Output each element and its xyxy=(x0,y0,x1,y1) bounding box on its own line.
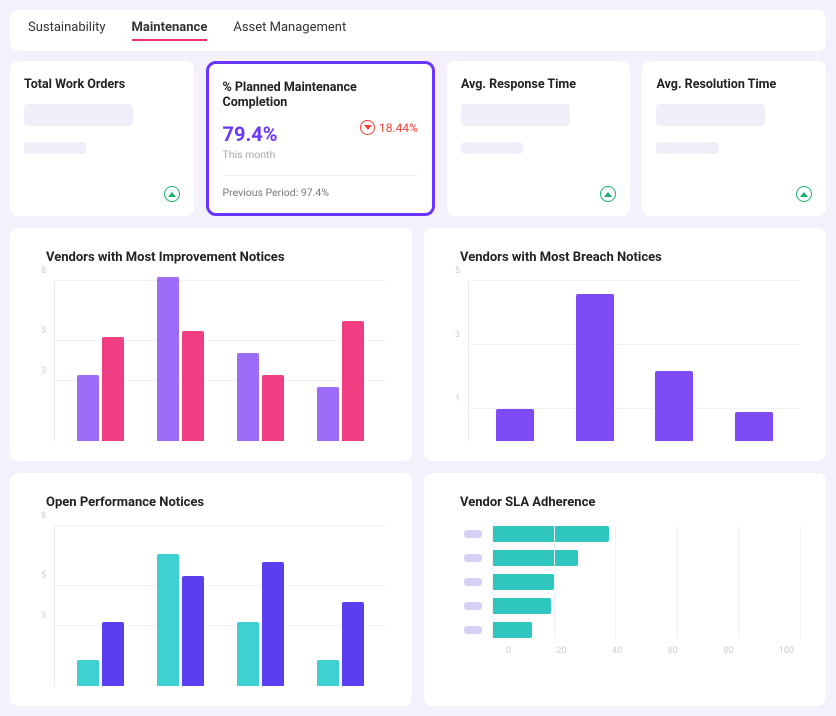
bar xyxy=(655,371,693,441)
trend-up-icon xyxy=(796,186,812,202)
hbar-category-placeholder xyxy=(464,578,482,586)
x-axis-tick: 0 xyxy=(506,646,511,656)
hbar-fill xyxy=(492,598,551,614)
kpi-planned-maintenance[interactable]: % Planned Maintenance Completion 79.4% T… xyxy=(206,61,435,216)
y-axis-tick: 3 xyxy=(41,366,46,376)
bar xyxy=(157,554,179,686)
hbar-category-placeholder xyxy=(464,626,482,634)
trend-down-icon xyxy=(360,120,375,135)
chart-canvas: 358 xyxy=(54,281,386,441)
chart-title: Vendor SLA Adherence xyxy=(460,495,800,510)
x-axis-tick: 80 xyxy=(723,646,733,656)
y-axis-tick: 3 xyxy=(455,330,460,340)
bar xyxy=(77,660,99,686)
bar xyxy=(496,409,534,441)
hbar-fill xyxy=(492,574,554,590)
bar-group xyxy=(317,281,364,441)
hbar-fill xyxy=(492,550,578,566)
x-axis-tick: 100 xyxy=(779,646,794,656)
skeleton-value xyxy=(24,104,133,126)
bar xyxy=(317,387,339,441)
bar xyxy=(262,375,284,441)
kpi-subtitle: This month xyxy=(223,148,418,161)
bar xyxy=(77,375,99,441)
skeleton-value xyxy=(656,104,765,126)
hbar-row xyxy=(464,622,800,638)
bar xyxy=(182,576,204,686)
bar xyxy=(317,660,339,686)
tab-asset-management[interactable]: Asset Management xyxy=(233,20,346,41)
chart-improvement-notices: Vendors with Most Improvement Notices 35… xyxy=(10,228,412,461)
chart-canvas: 358 xyxy=(54,526,386,686)
y-axis-tick: 3 xyxy=(41,611,46,621)
bar-group xyxy=(237,281,284,441)
bar xyxy=(237,353,259,441)
chart-canvas: 135 xyxy=(468,281,800,441)
bar-group xyxy=(77,281,124,441)
hbar-row xyxy=(464,550,800,566)
bar xyxy=(157,277,179,441)
bar xyxy=(182,331,204,441)
hbar-fill xyxy=(492,526,609,542)
kpi-total-work-orders[interactable]: Total Work Orders xyxy=(10,61,194,216)
bar xyxy=(262,562,284,686)
trend-up-icon xyxy=(600,186,616,202)
kpi-title: Total Work Orders xyxy=(24,77,180,92)
x-axis-tick: 60 xyxy=(668,646,678,656)
y-axis-tick: 1 xyxy=(455,394,460,404)
hbar-row xyxy=(464,574,800,590)
skeleton-sub xyxy=(461,142,523,154)
tab-sustainability[interactable]: Sustainability xyxy=(28,20,106,41)
skeleton-sub xyxy=(24,142,86,154)
y-axis-tick: 5 xyxy=(41,326,46,336)
skeleton-sub xyxy=(656,142,718,154)
chart-title: Vendors with Most Improvement Notices xyxy=(46,250,386,265)
kpi-title: % Planned Maintenance Completion xyxy=(223,80,418,110)
bar xyxy=(102,337,124,441)
kpi-row: Total Work Orders % Planned Maintenance … xyxy=(10,61,826,216)
tabs-bar: Sustainability Maintenance Asset Managem… xyxy=(10,10,826,51)
bar xyxy=(237,622,259,686)
kpi-title: Avg. Response Time xyxy=(461,77,617,92)
hbar-category-placeholder xyxy=(464,554,482,562)
bar xyxy=(342,602,364,686)
chart-open-performance: Open Performance Notices 358 xyxy=(10,473,412,706)
kpi-title: Avg. Resolution Time xyxy=(656,77,812,92)
bar xyxy=(735,412,773,441)
skeleton-value xyxy=(461,104,570,126)
chart-canvas: 0 20 40 60 80 100 xyxy=(450,526,800,656)
y-axis-tick: 5 xyxy=(455,266,460,276)
trend-up-icon xyxy=(164,186,180,202)
bar-group xyxy=(237,526,284,686)
bar-group xyxy=(317,526,364,686)
bar xyxy=(576,294,614,441)
bar-group xyxy=(157,526,204,686)
bar-group xyxy=(157,281,204,441)
hbar-category-placeholder xyxy=(464,602,482,610)
tab-maintenance[interactable]: Maintenance xyxy=(132,20,208,41)
kpi-change: 18.44% xyxy=(360,120,418,135)
kpi-previous-period: Previous Period: 97.4% xyxy=(223,175,418,199)
y-axis-tick: 5 xyxy=(41,571,46,581)
chart-breach-notices: Vendors with Most Breach Notices 135 xyxy=(424,228,826,461)
hbar-category-placeholder xyxy=(464,530,482,538)
y-axis-tick: 8 xyxy=(41,511,46,521)
x-axis-tick: 40 xyxy=(612,646,622,656)
kpi-avg-resolution-time[interactable]: Avg. Resolution Time xyxy=(642,61,826,216)
chart-sla-adherence: Vendor SLA Adherence 0 20 40 60 80 100 xyxy=(424,473,826,706)
chart-title: Vendors with Most Breach Notices xyxy=(460,250,800,265)
x-axis-tick: 20 xyxy=(557,646,567,656)
y-axis-tick: 8 xyxy=(41,266,46,276)
bar xyxy=(102,622,124,686)
hbar-row xyxy=(464,526,800,542)
kpi-avg-response-time[interactable]: Avg. Response Time xyxy=(447,61,631,216)
hbar-row xyxy=(464,598,800,614)
chart-title: Open Performance Notices xyxy=(46,495,386,510)
kpi-change-value: 18.44% xyxy=(379,121,418,135)
bar xyxy=(342,321,364,441)
bar-group xyxy=(77,526,124,686)
hbar-fill xyxy=(492,622,532,638)
